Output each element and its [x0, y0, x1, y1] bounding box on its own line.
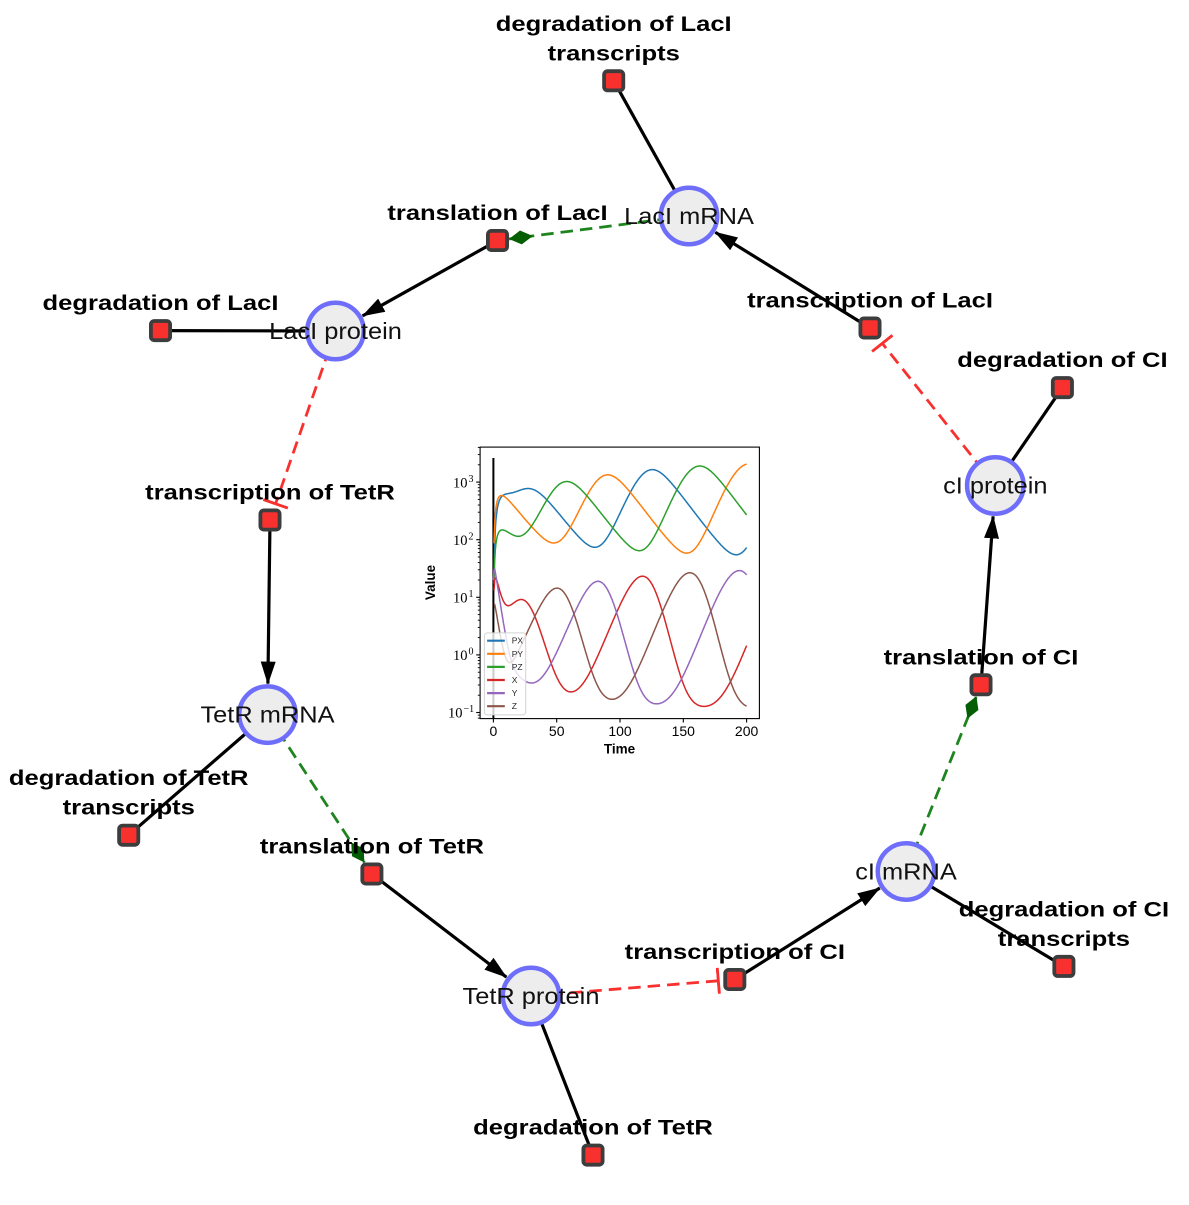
- svg-text:PY: PY: [512, 649, 524, 659]
- svg-text:TetR protein: TetR protein: [463, 984, 600, 1010]
- svg-text:transcription of LacI: transcription of LacI: [747, 289, 993, 313]
- svg-text:10: 10: [448, 706, 463, 722]
- svg-text:cI mRNA: cI mRNA: [855, 859, 957, 885]
- svg-text:1: 1: [469, 589, 474, 600]
- svg-text:transcription of CI: transcription of CI: [625, 941, 845, 965]
- svg-text:2: 2: [469, 531, 474, 542]
- svg-text:0: 0: [490, 723, 498, 739]
- svg-text:degradation of LacI: degradation of LacI: [43, 292, 279, 316]
- svg-text:transcripts: transcripts: [998, 928, 1130, 952]
- svg-text:degradation of CI: degradation of CI: [957, 349, 1167, 373]
- svg-text:100: 100: [608, 723, 632, 739]
- svg-text:degradation of CI: degradation of CI: [959, 898, 1169, 922]
- svg-text:Time: Time: [604, 741, 636, 756]
- svg-text:−1: −1: [464, 704, 475, 715]
- svg-text:degradation of TetR: degradation of TetR: [9, 767, 249, 791]
- svg-text:50: 50: [549, 723, 565, 739]
- svg-text:translation of TetR: translation of TetR: [260, 835, 484, 859]
- svg-text:Z: Z: [512, 701, 517, 711]
- svg-text:translation of LacI: translation of LacI: [387, 202, 607, 226]
- svg-text:10: 10: [453, 591, 468, 607]
- svg-text:Y: Y: [512, 688, 518, 698]
- svg-text:0: 0: [469, 647, 474, 658]
- svg-text:TetR mRNA: TetR mRNA: [200, 703, 335, 729]
- svg-text:PX: PX: [512, 636, 524, 646]
- svg-text:10: 10: [453, 475, 468, 491]
- svg-text:degradation of TetR: degradation of TetR: [473, 1116, 713, 1140]
- svg-text:10: 10: [453, 533, 468, 549]
- svg-text:200: 200: [735, 723, 759, 739]
- svg-text:10: 10: [453, 648, 468, 664]
- svg-text:LacI mRNA: LacI mRNA: [624, 204, 755, 230]
- svg-text:PZ: PZ: [512, 662, 523, 672]
- svg-text:Value: Value: [423, 564, 438, 600]
- svg-text:transcripts: transcripts: [63, 797, 195, 821]
- svg-text:3: 3: [469, 474, 474, 485]
- svg-text:translation of CI: translation of CI: [884, 646, 1079, 670]
- svg-text:X: X: [512, 675, 518, 685]
- svg-text:150: 150: [672, 723, 696, 739]
- svg-text:transcripts: transcripts: [548, 42, 680, 66]
- svg-text:cI protein: cI protein: [943, 473, 1047, 499]
- svg-text:LacI protein: LacI protein: [269, 319, 402, 345]
- svg-text:transcription of TetR: transcription of TetR: [145, 481, 395, 505]
- svg-text:degradation of LacI: degradation of LacI: [496, 13, 732, 37]
